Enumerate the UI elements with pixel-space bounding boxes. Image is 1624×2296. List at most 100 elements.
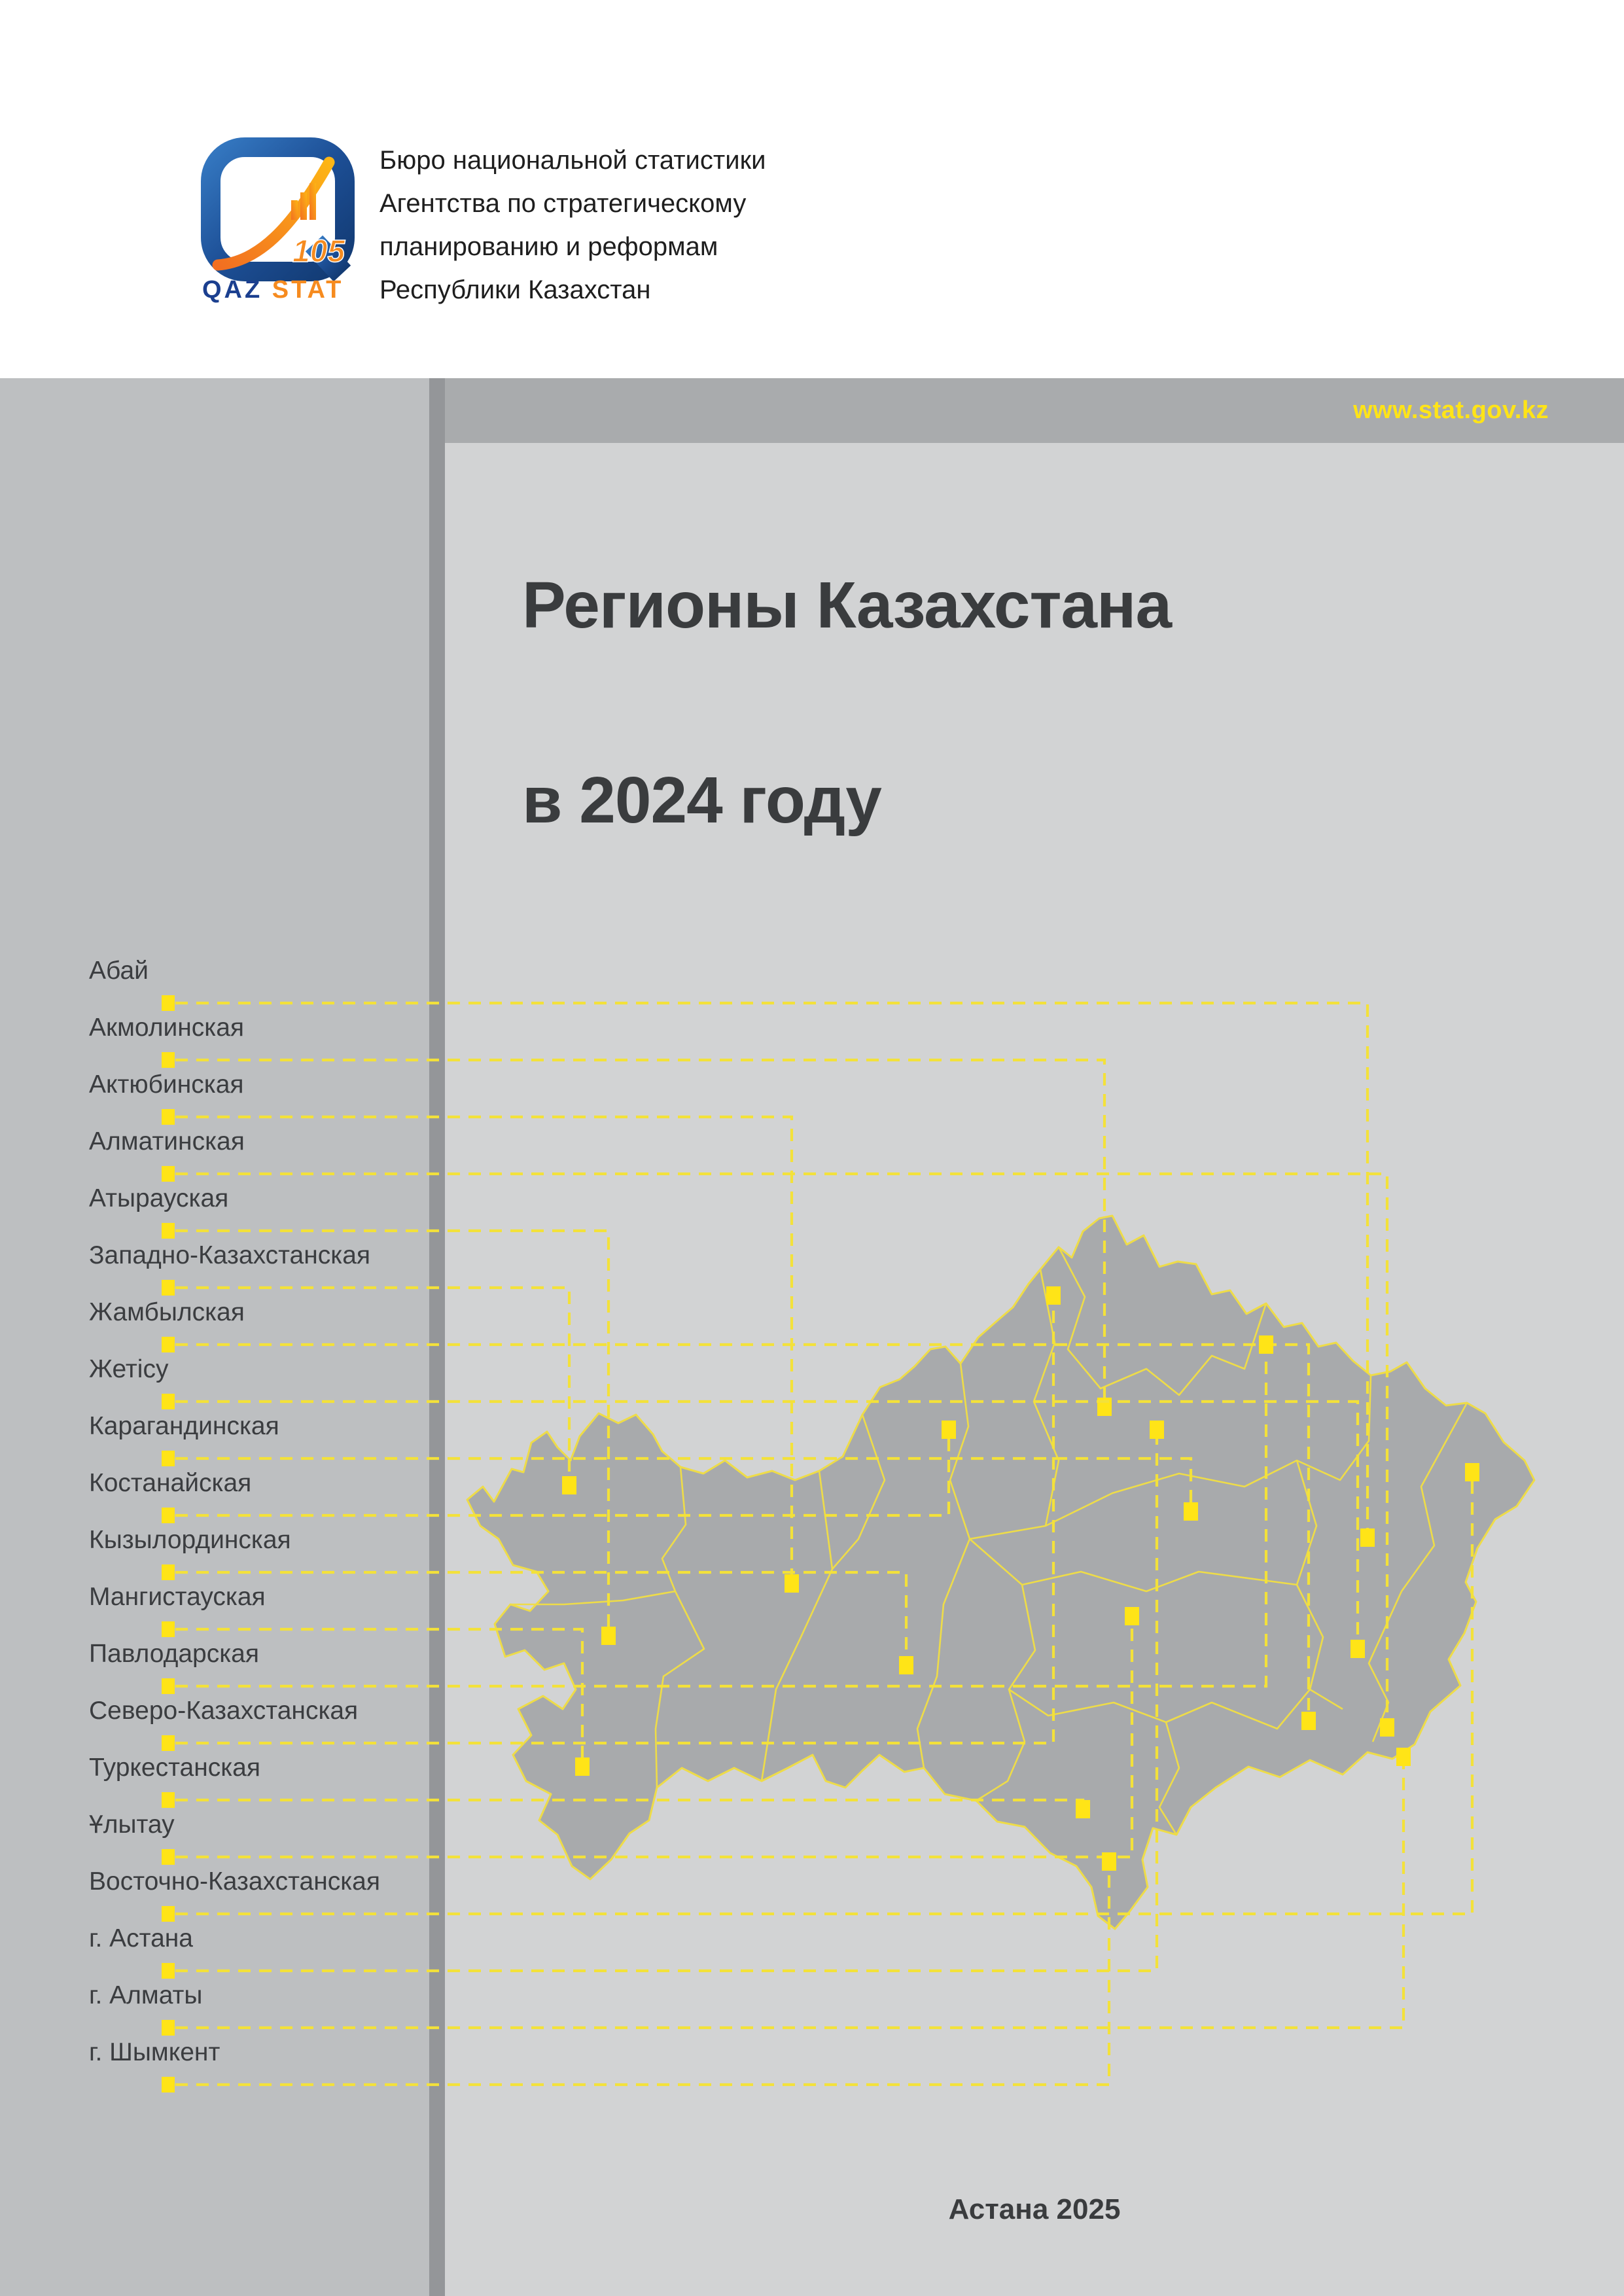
leader-5 xyxy=(162,1280,576,1494)
logo-wordmark-qaz: QAZ xyxy=(202,276,262,304)
region-label: Костанайская xyxy=(89,1469,252,1497)
footer-place-year: Астана 2025 xyxy=(948,2193,1121,2225)
region-label: Западно-Казахстанская xyxy=(89,1241,371,1269)
site-url[interactable]: www.stat.gov.kz xyxy=(1353,397,1549,424)
leader-8 xyxy=(162,1451,1198,1521)
map-marker xyxy=(899,1656,913,1674)
leader-line xyxy=(175,1430,1159,1973)
dark-divider-strip xyxy=(429,378,445,2296)
map-marker xyxy=(601,1627,616,1645)
list-marker xyxy=(162,2077,175,2093)
leader-line xyxy=(175,1862,1111,2087)
leader-line xyxy=(175,1286,571,1485)
org-name-line: Агентства по стратегическому xyxy=(380,189,747,218)
page-title-line2: в 2024 году xyxy=(522,764,882,837)
region-label: г. Алматы xyxy=(89,1981,203,2009)
list-marker xyxy=(162,1678,175,1694)
org-name-block: Бюро национальной статистики Агентства п… xyxy=(380,139,766,311)
region-label: Абай xyxy=(89,957,149,985)
map-marker xyxy=(1076,1800,1090,1818)
region-label: г. Шымкент xyxy=(89,2038,221,2066)
region-label: Карагандинская xyxy=(89,1412,279,1440)
leader-line xyxy=(175,1627,584,1767)
map-marker xyxy=(1380,1718,1394,1737)
leader-line xyxy=(175,1115,794,1583)
map-marker xyxy=(1301,1712,1316,1730)
leader-13 xyxy=(162,1286,1061,1751)
list-marker xyxy=(162,1223,175,1239)
list-marker xyxy=(162,1109,175,1125)
leader-17 xyxy=(162,1421,1164,1979)
qazstat-logo: 105 QAZ STAT xyxy=(201,137,355,304)
leader-4 xyxy=(162,1223,616,1645)
leader-18 xyxy=(162,1748,1411,2036)
list-marker xyxy=(162,1735,175,1751)
list-marker xyxy=(162,1394,175,1409)
leader-7 xyxy=(162,1394,1365,1658)
leader-12 xyxy=(162,1335,1273,1694)
leader-line xyxy=(175,1616,1134,1859)
list-marker xyxy=(162,2020,175,2036)
leader-line xyxy=(175,1172,1389,1727)
list-marker xyxy=(162,995,175,1011)
leader-line xyxy=(175,1343,1311,1721)
list-marker xyxy=(162,1792,175,1808)
leader-16 xyxy=(162,1463,1479,1922)
region-label: Алматинская xyxy=(89,1127,245,1156)
list-marker xyxy=(162,1166,175,1182)
org-name-line: Республики Казахстан xyxy=(380,275,651,304)
leader-19 xyxy=(162,1852,1116,2093)
map-marker xyxy=(575,1757,590,1776)
region-label: Северо-Казахстанская xyxy=(89,1697,359,1725)
list-marker xyxy=(162,1451,175,1466)
logo-wordmark: QAZ STAT xyxy=(202,276,344,304)
kazakhstan-map xyxy=(466,1214,1536,1930)
list-marker xyxy=(162,1280,175,1296)
leader-line xyxy=(175,1400,1360,1649)
leader-line xyxy=(175,1296,1055,1745)
map-marker xyxy=(1350,1640,1365,1658)
leader-11 xyxy=(162,1621,590,1776)
leader-line xyxy=(175,1472,1474,1916)
region-label: Ұлытау xyxy=(89,1810,175,1839)
map-marker xyxy=(1102,1852,1116,1871)
org-name-line: планированию и реформам xyxy=(380,232,718,261)
leader-line xyxy=(175,1430,951,1517)
list-marker xyxy=(162,1963,175,1979)
map-marker xyxy=(1125,1607,1139,1625)
map-marker xyxy=(1184,1502,1198,1521)
region-label: Мангистауская xyxy=(89,1583,266,1611)
top-gray-band: www.stat.gov.kz xyxy=(445,378,1624,443)
list-marker xyxy=(162,1337,175,1352)
map-marker xyxy=(1396,1748,1411,1766)
leader-line xyxy=(175,1229,610,1636)
map-marker xyxy=(942,1421,956,1439)
leader-6 xyxy=(162,1337,1316,1730)
logo-wordmark-stat: STAT xyxy=(272,276,344,304)
leader-lines xyxy=(162,995,1479,2093)
left-gray-column xyxy=(0,378,429,2296)
leader-9 xyxy=(162,1421,956,1523)
list-marker xyxy=(162,1564,175,1580)
region-label: Жетісу xyxy=(89,1355,169,1383)
region-label: Восточно-Казахстанская xyxy=(89,1867,380,1896)
list-marker xyxy=(162,1052,175,1068)
region-label: г. Астана xyxy=(89,1924,193,1952)
leader-line xyxy=(175,1058,1106,1407)
leader-line xyxy=(175,1345,1268,1688)
leader-0 xyxy=(162,995,1375,1547)
region-borders xyxy=(510,1246,1468,1835)
leader-line xyxy=(175,1457,1193,1511)
region-label: Атырауская xyxy=(89,1184,229,1212)
leader-10 xyxy=(162,1564,913,1674)
map-marker xyxy=(1046,1286,1061,1305)
list-marker xyxy=(162,1621,175,1637)
leader-2 xyxy=(162,1109,799,1593)
map-marker xyxy=(562,1476,576,1494)
list-marker xyxy=(162,1849,175,1865)
region-label: Кызылординская xyxy=(89,1526,291,1554)
leader-3 xyxy=(162,1166,1394,1737)
logo-105-badge: 105 xyxy=(292,234,345,269)
